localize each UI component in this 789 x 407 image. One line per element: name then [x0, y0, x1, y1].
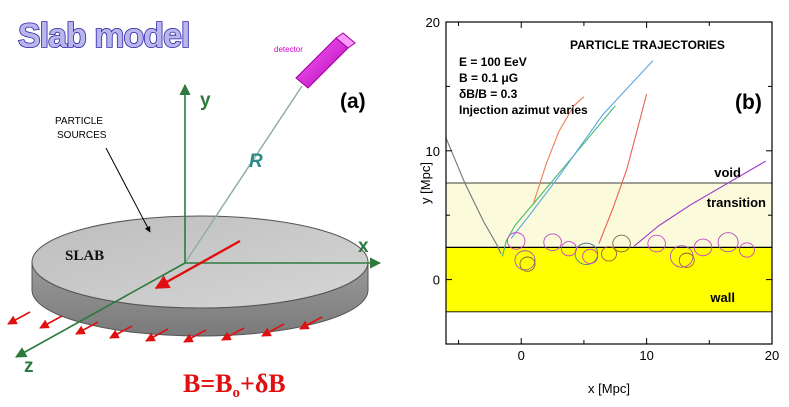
trajectory-salmon — [533, 96, 585, 203]
panel-a-label: (a) — [340, 90, 366, 113]
detector-icon — [295, 32, 356, 89]
trajectory-blue — [510, 60, 654, 239]
equation-subscript: o — [233, 385, 241, 401]
region-void-band — [446, 22, 772, 183]
slab-label: SLAB — [65, 248, 104, 264]
chart-title: PARTICLE TRAJECTORIES — [570, 38, 725, 52]
param-energy: E = 100 EeV — [459, 55, 527, 69]
region-boundaries — [446, 182, 772, 313]
panel-a-title: Slab model — [18, 17, 189, 55]
trajectory-loop — [506, 232, 526, 250]
trajectory-loop — [693, 238, 713, 257]
axis-ticks — [446, 21, 773, 345]
y-tick-label: 20 — [426, 15, 440, 30]
sources-label-line2: SOURCES — [57, 130, 107, 141]
field-equation: B=Bo+δB — [183, 369, 286, 401]
sources-pointer — [105, 147, 151, 233]
x-axis-title: x [Mpc] — [588, 381, 630, 396]
panel-a: Slab model detector R y x z — [7, 16, 382, 401]
trajectory-loop — [678, 252, 695, 268]
distance-label: R — [249, 151, 263, 172]
trajectory-loop — [514, 250, 536, 271]
plot-frame — [445, 21, 773, 345]
x-tick-label: 10 — [639, 348, 653, 363]
x-axis-label: x — [358, 236, 369, 257]
trajectory-loop — [560, 241, 577, 257]
y-axis-label: y — [200, 90, 211, 111]
trajectories — [446, 60, 767, 257]
detector-label: detector — [274, 45, 303, 54]
region-wall-label: wall — [709, 290, 735, 305]
region-void-label: void — [714, 165, 741, 180]
y-tick-label: 0 — [433, 273, 440, 288]
x-tick-label: 20 — [765, 348, 779, 363]
panel-b-label: (b) — [735, 91, 762, 114]
y-tick-label: 10 — [426, 144, 440, 159]
param-turbulence: δB/B = 0.3 — [459, 87, 518, 101]
trajectory-red — [598, 93, 648, 244]
trajectory-loop — [519, 256, 536, 272]
trajectory-loop — [647, 234, 666, 253]
z-axis-label: z — [24, 356, 34, 377]
panel-b: 0 10 20 0 10 20 x [Mpc] y [Mpc] PARTICLE… — [418, 15, 779, 396]
trajectory-loop — [601, 246, 617, 262]
region-wall-band — [446, 247, 772, 312]
sightline — [184, 85, 303, 264]
param-injection: Injection azimut varies — [459, 103, 588, 117]
trajectory-purple — [633, 160, 767, 247]
region-transition-band — [446, 183, 772, 248]
equation-b: B=B — [183, 369, 233, 398]
trajectory-grey — [446, 137, 502, 255]
sources-label-line1: PARTICLE — [55, 116, 103, 127]
y-axis-title: y [Mpc] — [418, 162, 433, 204]
trajectory-green — [501, 105, 616, 257]
slab-top — [31, 215, 369, 309]
trajectory-loop — [738, 242, 755, 258]
region-transition-label: transition — [707, 195, 766, 210]
trajectory-loop — [543, 233, 562, 252]
trajectory-loop — [582, 248, 599, 265]
x-tick-label: 0 — [518, 348, 525, 363]
trajectory-loops — [506, 232, 755, 272]
trajectory-loop — [612, 234, 631, 253]
param-field: B = 0.1 μG — [459, 71, 518, 85]
equation-rest: +δB — [240, 369, 286, 398]
field-arrows — [7, 239, 323, 343]
trajectory-loop — [717, 232, 739, 253]
